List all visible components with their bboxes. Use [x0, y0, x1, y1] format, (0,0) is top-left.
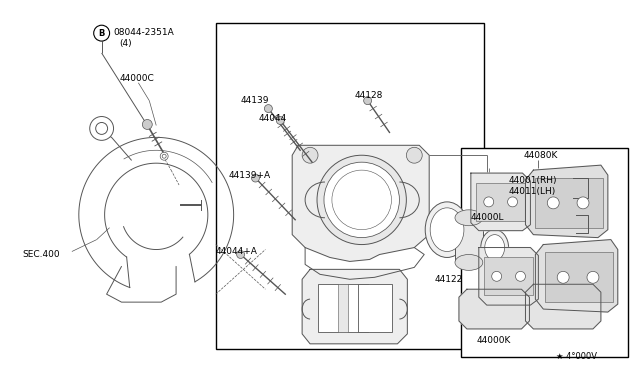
Circle shape	[492, 271, 502, 281]
Ellipse shape	[425, 202, 469, 257]
Bar	[338, 284, 348, 332]
Text: 44000L: 44000L	[471, 213, 504, 222]
Text: 44128: 44128	[355, 91, 383, 100]
Text: 44001(RH): 44001(RH)	[509, 176, 557, 185]
Text: 44139+A: 44139+A	[228, 171, 271, 180]
Bar	[358, 284, 392, 332]
Text: 44122: 44122	[434, 275, 462, 284]
Circle shape	[364, 97, 372, 105]
Bar	[476, 183, 525, 221]
Polygon shape	[459, 289, 529, 329]
Polygon shape	[471, 173, 531, 231]
Bar	[455, 218, 483, 262]
Text: 44044+A: 44044+A	[216, 247, 258, 256]
Polygon shape	[292, 145, 429, 262]
Text: SEC.400: SEC.400	[22, 250, 60, 259]
Text: 44000K: 44000K	[477, 336, 511, 345]
Ellipse shape	[484, 235, 504, 260]
Circle shape	[276, 116, 284, 125]
Ellipse shape	[481, 230, 509, 265]
Polygon shape	[479, 247, 538, 305]
Bar	[484, 257, 533, 295]
Bar	[216, 23, 484, 349]
Circle shape	[557, 271, 569, 283]
Circle shape	[547, 197, 559, 209]
Polygon shape	[536, 240, 618, 312]
Text: 08044-2351A: 08044-2351A	[113, 28, 174, 37]
Circle shape	[577, 197, 589, 209]
Circle shape	[317, 155, 406, 244]
Circle shape	[237, 250, 244, 259]
Circle shape	[508, 197, 518, 207]
Circle shape	[252, 174, 259, 182]
Circle shape	[516, 271, 525, 281]
Ellipse shape	[455, 210, 483, 226]
Circle shape	[160, 152, 168, 160]
Circle shape	[90, 116, 113, 140]
Polygon shape	[302, 269, 407, 344]
Text: 44139: 44139	[241, 96, 269, 105]
Text: ★ 4°000V: ★ 4°000V	[556, 352, 597, 361]
Ellipse shape	[430, 208, 464, 251]
Circle shape	[302, 147, 318, 163]
Ellipse shape	[455, 254, 483, 270]
Circle shape	[587, 271, 599, 283]
Polygon shape	[525, 284, 601, 329]
Circle shape	[264, 105, 273, 113]
Text: B: B	[99, 29, 105, 38]
Text: 44044: 44044	[259, 114, 287, 123]
Bar	[545, 253, 612, 302]
Text: 44000C: 44000C	[120, 74, 154, 83]
Bar	[461, 148, 628, 357]
Bar	[536, 178, 603, 228]
Circle shape	[142, 119, 152, 129]
Circle shape	[406, 147, 422, 163]
Circle shape	[324, 162, 399, 238]
Circle shape	[484, 197, 493, 207]
Polygon shape	[525, 165, 608, 238]
Text: (4): (4)	[120, 39, 132, 48]
Text: 44080K: 44080K	[524, 151, 558, 160]
Text: 44011(LH): 44011(LH)	[509, 187, 556, 196]
Bar	[318, 284, 367, 332]
